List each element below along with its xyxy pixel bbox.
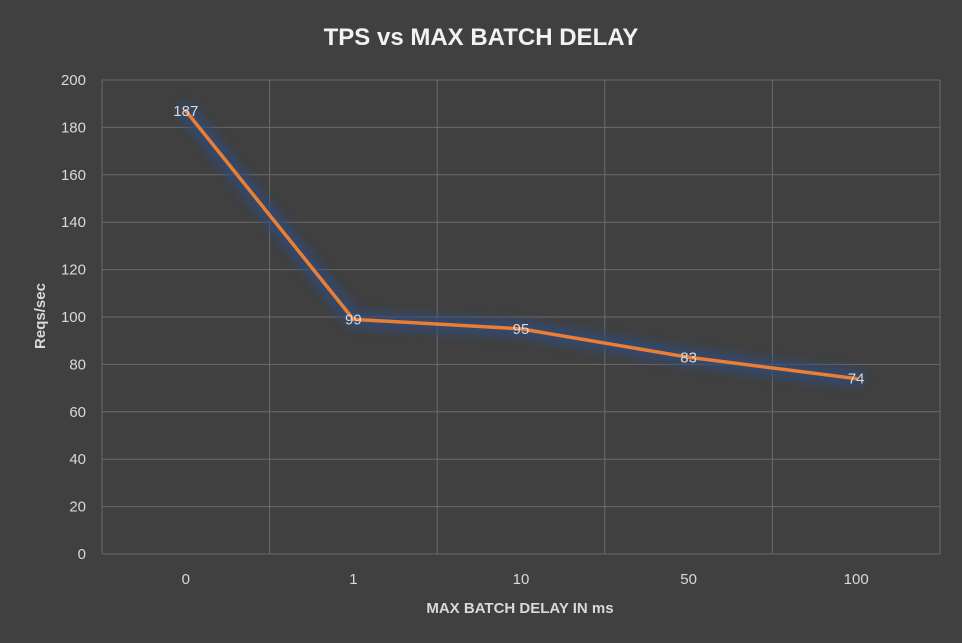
y-tick-label: 100	[61, 309, 86, 326]
y-axis-ticks: 0 20 40 60 80 100 120 140 160 180 200	[61, 72, 86, 563]
x-axis-title: MAX BATCH DELAY IN ms	[426, 600, 613, 617]
y-tick-label: 180	[61, 119, 86, 136]
y-tick-label: 140	[61, 214, 86, 231]
y-tick-label: 60	[69, 404, 86, 421]
data-point	[687, 355, 691, 359]
data-point	[184, 109, 188, 113]
data-point	[351, 317, 355, 321]
data-label: 187	[173, 103, 198, 120]
data-label: 99	[345, 311, 362, 328]
data-label: 74	[848, 371, 865, 388]
y-tick-label: 120	[61, 262, 86, 279]
data-point	[854, 377, 858, 381]
chart-title: TPS vs MAX BATCH DELAY	[324, 24, 639, 51]
data-label: 83	[680, 349, 697, 366]
y-tick-label: 40	[69, 451, 86, 468]
x-tick-label: 50	[680, 571, 697, 588]
y-tick-label: 160	[61, 167, 86, 184]
series-line-glow	[177, 102, 865, 387]
x-tick-label: 10	[513, 571, 530, 588]
y-axis-title: Reqs/sec	[32, 283, 49, 349]
x-axis-ticks: 0 1 10 50 100	[182, 571, 869, 588]
series-layer	[177, 102, 865, 387]
y-tick-label: 0	[78, 546, 86, 563]
y-tick-label: 200	[61, 72, 86, 89]
x-tick-label: 0	[182, 571, 190, 588]
x-tick-label: 1	[349, 571, 357, 588]
data-label: 95	[513, 321, 530, 338]
x-tick-label: 100	[844, 571, 869, 588]
data-point	[519, 327, 523, 331]
y-tick-label: 80	[69, 356, 86, 373]
y-tick-label: 20	[69, 499, 86, 516]
data-labels: 187 99 95 83 74	[173, 103, 864, 388]
